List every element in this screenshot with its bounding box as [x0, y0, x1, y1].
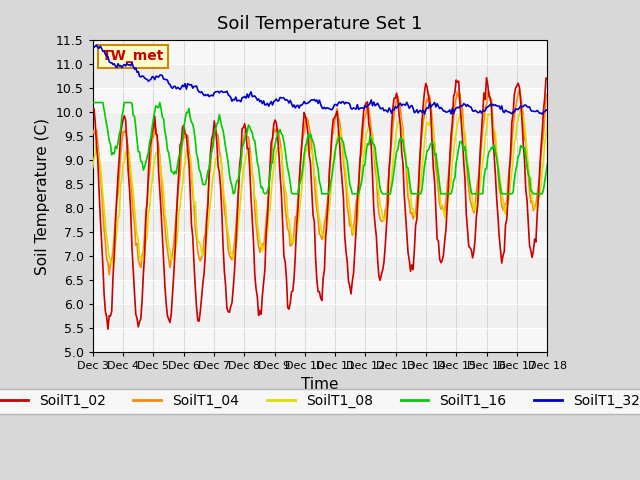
- Bar: [93, 184, 547, 208]
- X-axis label: Time: Time: [301, 377, 339, 392]
- Bar: [93, 328, 547, 352]
- Bar: [93, 40, 547, 64]
- Y-axis label: Soil Temperature (C): Soil Temperature (C): [35, 118, 51, 275]
- Title: Soil Temperature Set 1: Soil Temperature Set 1: [218, 15, 422, 33]
- Bar: [93, 136, 547, 160]
- Bar: [93, 232, 547, 256]
- Bar: [93, 280, 547, 304]
- Legend: SoilT1_02, SoilT1_04, SoilT1_08, SoilT1_16, SoilT1_32: SoilT1_02, SoilT1_04, SoilT1_08, SoilT1_…: [0, 389, 640, 414]
- Bar: [93, 88, 547, 112]
- Text: TW_met: TW_met: [102, 49, 164, 63]
